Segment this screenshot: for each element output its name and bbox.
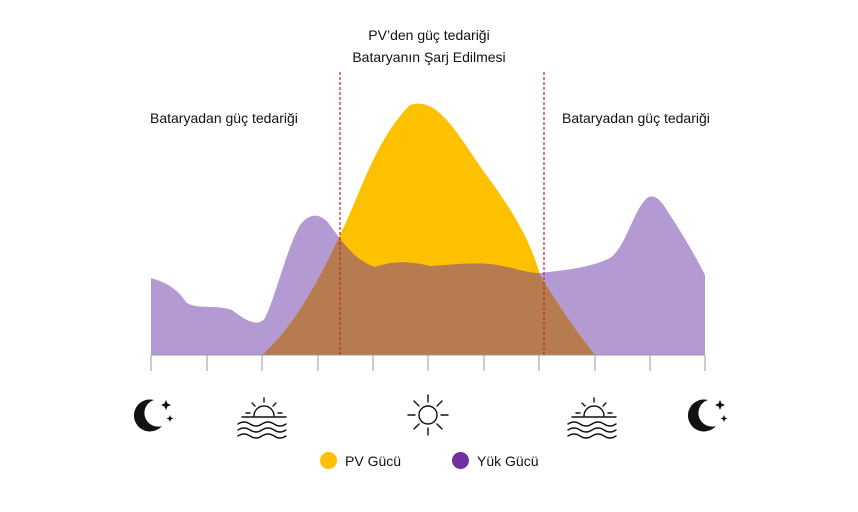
legend-item-load: Yük Gücü xyxy=(452,452,538,469)
sun-icon xyxy=(407,394,449,436)
legend-item-pv: PV Gücü xyxy=(320,452,401,469)
right-section-label: Bataryadan güç tedariği xyxy=(562,110,710,126)
load-legend-label: Yük Gücü xyxy=(477,452,539,469)
sunrise-icon xyxy=(237,397,287,439)
moon-stars-icon xyxy=(687,399,728,432)
time-axis xyxy=(150,354,706,371)
pv-legend-label: PV Gücü xyxy=(345,452,402,469)
sunset-icon xyxy=(567,397,617,439)
center-label-line1: PV’den güç tedariği xyxy=(368,27,490,43)
moon-stars-icon xyxy=(133,399,174,432)
left-section-label: Bataryadan güç tedariği xyxy=(150,110,298,126)
load-legend-swatch xyxy=(452,452,469,469)
pv-legend-swatch xyxy=(320,452,337,469)
center-label-line2: Bataryanın Şarj Edilmesi xyxy=(352,49,506,65)
